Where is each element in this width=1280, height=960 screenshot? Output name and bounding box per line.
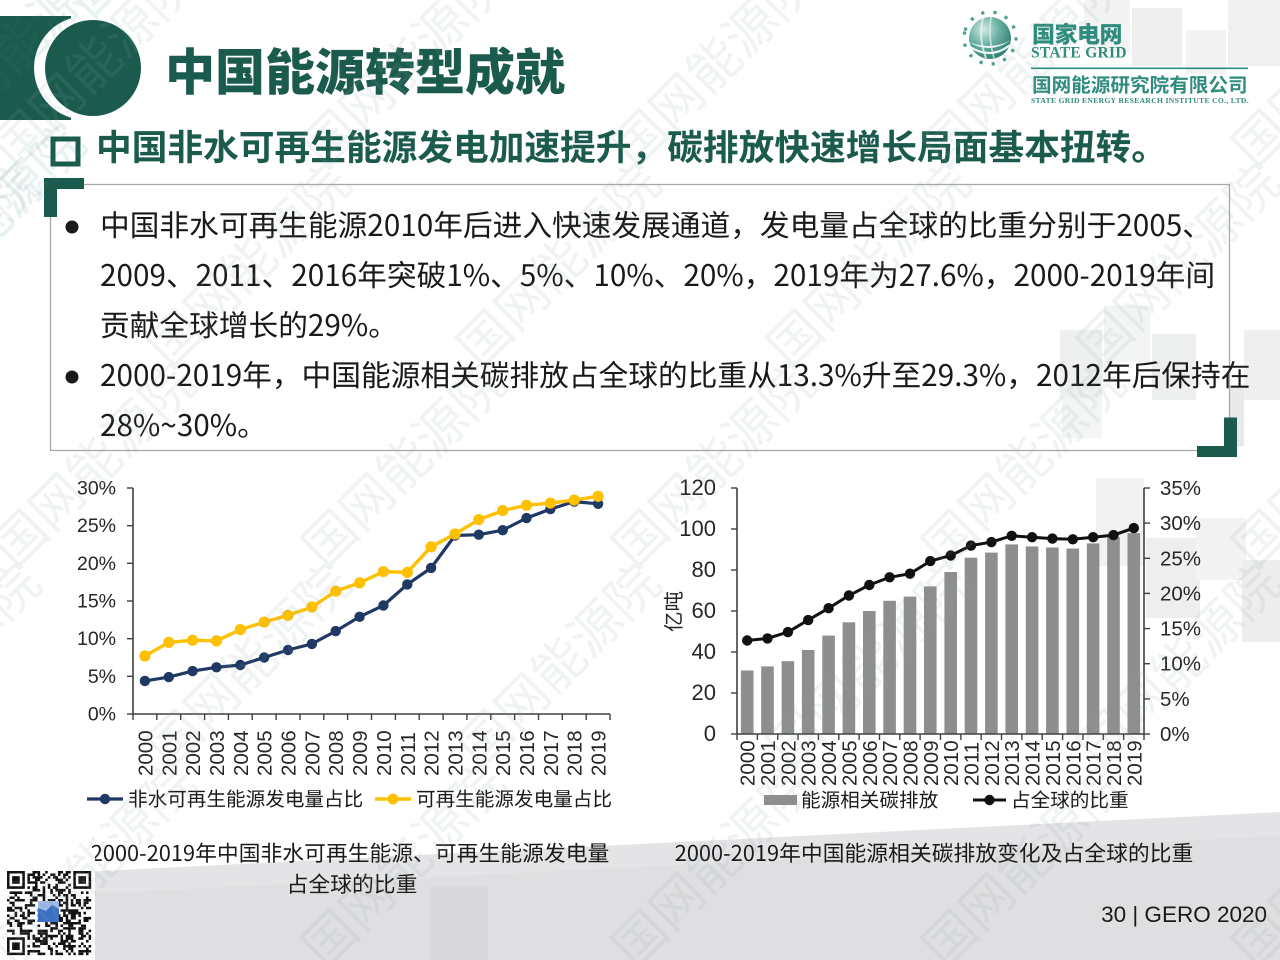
svg-text:2004: 2004 (818, 740, 841, 786)
svg-text:2011: 2011 (961, 742, 984, 786)
svg-text:2005: 2005 (838, 740, 861, 786)
svg-text:2007: 2007 (879, 740, 902, 786)
svg-text:15%: 15% (77, 591, 116, 613)
svg-text:2018: 2018 (564, 730, 587, 776)
svg-text:STATE GRID: STATE GRID (1031, 45, 1127, 62)
svg-text:30 | GERO 2020: 30 | GERO 2020 (1101, 902, 1267, 927)
svg-text:0%: 0% (88, 704, 116, 726)
svg-text:STATE GRID ENERGY RESEARCH INS: STATE GRID ENERGY RESEARCH INSTITUTE CO.… (1031, 96, 1249, 105)
svg-text:2003: 2003 (206, 730, 229, 776)
svg-text:2009: 2009 (349, 730, 372, 776)
svg-text:2000: 2000 (737, 740, 760, 786)
svg-text:25%: 25% (1160, 547, 1201, 570)
svg-text:2008: 2008 (900, 740, 923, 786)
svg-text:60: 60 (692, 598, 716, 623)
svg-text:0%: 0% (1160, 723, 1190, 746)
svg-text:80: 80 (692, 557, 716, 582)
svg-text:2015: 2015 (1042, 740, 1065, 786)
svg-text:2001: 2001 (757, 740, 780, 786)
svg-text:100: 100 (679, 516, 716, 541)
svg-text:2010: 2010 (373, 730, 396, 776)
svg-text:25%: 25% (77, 515, 116, 537)
svg-text:2007: 2007 (301, 730, 324, 776)
svg-text:20%: 20% (1160, 582, 1201, 605)
svg-text:30%: 30% (1160, 512, 1201, 535)
svg-text:2016: 2016 (1062, 740, 1085, 786)
svg-text:0: 0 (704, 721, 716, 746)
svg-text:10%: 10% (77, 628, 116, 650)
svg-text:2016: 2016 (516, 730, 539, 776)
svg-text:2009: 2009 (920, 740, 943, 786)
svg-text:2017: 2017 (540, 730, 563, 776)
svg-text:2013: 2013 (1001, 740, 1024, 786)
svg-text:2014: 2014 (1022, 740, 1045, 786)
svg-text:35%: 35% (1160, 477, 1201, 500)
svg-text:20%: 20% (77, 553, 116, 575)
svg-text:2005: 2005 (254, 730, 277, 776)
svg-text:2003: 2003 (798, 740, 821, 786)
svg-text:2008: 2008 (325, 730, 348, 776)
svg-text:40: 40 (692, 639, 716, 664)
svg-text:2012: 2012 (421, 730, 444, 776)
svg-text:20: 20 (692, 680, 716, 705)
svg-text:2012: 2012 (981, 740, 1004, 786)
svg-text:2004: 2004 (230, 730, 253, 776)
svg-text:2019: 2019 (588, 730, 611, 776)
svg-text:2006: 2006 (859, 740, 882, 786)
svg-text:2006: 2006 (278, 730, 301, 776)
svg-text:5%: 5% (88, 666, 116, 688)
svg-text:2019: 2019 (1123, 740, 1146, 786)
svg-text:2011: 2011 (397, 732, 420, 776)
svg-text:2010: 2010 (940, 740, 963, 786)
